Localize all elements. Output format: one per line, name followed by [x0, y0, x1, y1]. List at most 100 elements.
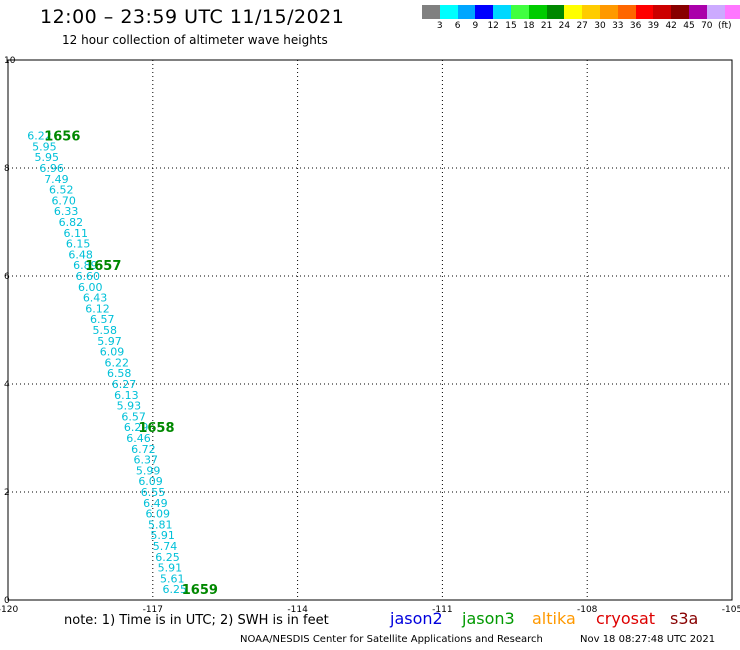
color-scale-label: 21	[540, 21, 553, 31]
swh-value-label: 5.95	[32, 140, 57, 153]
chart-subtitle: 12 hour collection of altimeter wave hei…	[62, 33, 328, 47]
y-tick-label: 6	[4, 272, 10, 282]
swh-value-label: 6.09	[100, 346, 125, 359]
y-tick-label: 2	[4, 488, 10, 498]
swh-value-label: 6.13	[114, 389, 139, 402]
swh-value-label: 6.46	[126, 432, 150, 445]
color-scale-label: 36	[629, 21, 642, 31]
legend-item-jason2: jason2	[390, 609, 443, 628]
swh-value-label: 6.09	[138, 475, 163, 488]
color-swatch	[422, 5, 440, 19]
plot-frame	[7, 59, 733, 601]
y-tick-label: 4	[4, 380, 10, 390]
footnote: note: 1) Time is in UTC; 2) SWH is in fe…	[64, 613, 329, 628]
swh-value-label: 7.49	[44, 173, 68, 186]
swh-value-label: 5.95	[35, 151, 60, 164]
y-tick-label: 0	[4, 596, 10, 606]
chart-title: 12:00 – 23:59 UTC 11/15/2021	[40, 6, 345, 28]
color-swatch	[457, 5, 476, 19]
credit-text: NOAA/NESDIS Center for Satellite Applica…	[240, 634, 543, 645]
color-scale-label: 15	[505, 21, 517, 31]
legend-item-jason3: jason3	[462, 609, 515, 628]
color-swatch	[546, 5, 565, 19]
swh-value-label: 6.37	[133, 454, 158, 467]
swh-value-label: 6.96	[39, 162, 64, 175]
color-scale-label: 30	[594, 21, 606, 31]
color-scale-label: 9	[472, 21, 479, 31]
x-tick-label: -117	[143, 605, 163, 615]
x-tick-label: -108	[577, 605, 598, 615]
color-scale-label: 70	[701, 21, 713, 31]
color-scale-label: 12	[487, 21, 499, 31]
swh-value-label: 6.70	[51, 194, 76, 207]
color-scale-label: 3	[436, 21, 443, 31]
color-scale-label: 27	[576, 21, 588, 31]
swh-value-label: 6.72	[131, 443, 156, 456]
swh-value-label: 5.93	[117, 400, 142, 413]
legend-item-altika: altika	[532, 609, 576, 628]
swh-value-label: 6.48	[68, 248, 93, 261]
color-swatch	[475, 5, 494, 19]
color-scale-label: 33	[612, 21, 624, 31]
swh-value-label: 6.22	[27, 130, 52, 143]
color-swatch	[635, 5, 654, 19]
swh-value-label: 6.49	[143, 497, 168, 510]
color-swatch	[564, 5, 583, 19]
color-swatch	[528, 5, 547, 19]
swh-value-label: 6.60	[76, 270, 101, 283]
color-scale-bar	[422, 5, 740, 19]
x-tick-label: -111	[432, 605, 452, 615]
color-swatch	[671, 5, 689, 19]
color-scale-label: 6	[454, 21, 461, 31]
swh-value-label: 5.58	[92, 324, 117, 337]
color-scale-label: 24	[558, 21, 571, 31]
y-tick-label: 10	[4, 56, 16, 66]
swh-value-label: 5.81	[148, 518, 173, 531]
color-scale-label: 42	[665, 21, 677, 31]
swh-value-label: 6.27	[112, 378, 137, 391]
legend-item-s3a: s3a	[670, 609, 699, 628]
swh-value-label: 6.57	[90, 313, 115, 326]
color-swatch	[493, 5, 511, 19]
swh-value-label: 6.58	[107, 367, 131, 380]
color-swatch	[582, 5, 600, 19]
swh-value-label: 6.55	[141, 486, 166, 499]
swh-value-label: 5.99	[136, 464, 161, 477]
swh-value-label: 6.52	[49, 184, 74, 197]
time-label: 1656	[44, 130, 80, 145]
color-scale-labels: 3 6 9 12 15 18 21 24 27 30 33 36 39 42 45 70	[422, 21, 732, 33]
color-scale-label: 18	[523, 21, 535, 31]
color-swatch	[439, 5, 458, 19]
color-swatch	[653, 5, 672, 19]
color-swatch	[688, 5, 707, 19]
swh-value-label: 5.91	[150, 529, 175, 542]
swh-value-label: 6.57	[121, 410, 146, 423]
color-swatch	[617, 5, 636, 19]
swh-value-label: 6.00	[78, 281, 103, 294]
swh-value-label: 6.15	[66, 238, 91, 251]
legend-item-cryosat: cryosat	[596, 609, 656, 628]
swh-value-label: 6.22	[105, 356, 129, 369]
generated-timestamp: Nov 18 08:27:48 UTC 2021	[580, 634, 716, 645]
color-scale-unit: (ft)	[718, 21, 732, 31]
swh-value-label: 6.43	[83, 292, 108, 305]
x-tick-label: -114	[287, 605, 308, 615]
swh-value-label: 6.25	[162, 583, 187, 596]
swh-value-label: 5.97	[97, 335, 122, 348]
color-scale-label: 39	[647, 21, 660, 31]
color-swatch	[706, 5, 725, 19]
time-label: 1659	[182, 583, 218, 598]
swh-value-label: 5.61	[160, 572, 185, 585]
swh-value-label: 6.89	[73, 259, 98, 272]
swh-value-label: 6.11	[64, 227, 89, 240]
time-label: 1658	[138, 421, 174, 436]
swh-value-label: 5.91	[158, 562, 183, 575]
swh-value-label: 6.82	[59, 216, 84, 229]
color-swatch	[724, 5, 740, 19]
color-swatch	[599, 5, 618, 19]
x-tick-label: -120	[0, 605, 18, 615]
color-scale-label: 45	[683, 21, 695, 31]
color-swatch	[510, 5, 529, 19]
swh-value-label: 6.33	[54, 205, 79, 218]
swh-value-label: 6.09	[146, 508, 171, 521]
